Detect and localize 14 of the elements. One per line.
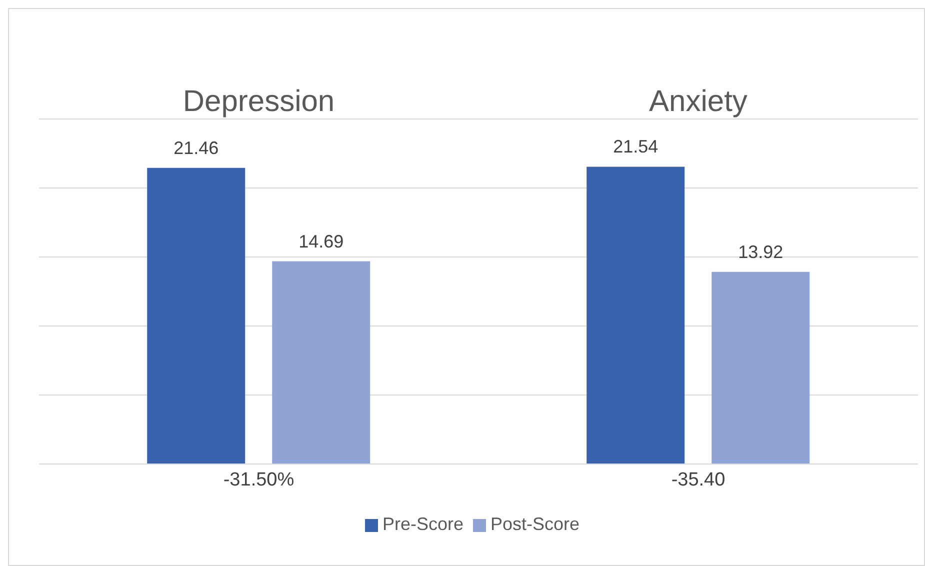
bar (712, 272, 810, 464)
bar (147, 168, 246, 464)
data-label: 21.54 (613, 136, 658, 157)
x-tick-label: -35.40 (671, 469, 726, 490)
bar (586, 166, 685, 464)
legend-label: Post-Score (490, 514, 580, 534)
text: Anxiety (649, 85, 748, 118)
data-label: 13.92 (738, 242, 784, 262)
data-label: 21.46 (174, 138, 219, 158)
data-label: 14.69 (298, 231, 344, 252)
x-tick-label: -31.50% (223, 469, 294, 490)
bar (272, 261, 370, 464)
text: Depression (182, 85, 335, 118)
legend-label: Pre-Score (382, 514, 464, 534)
